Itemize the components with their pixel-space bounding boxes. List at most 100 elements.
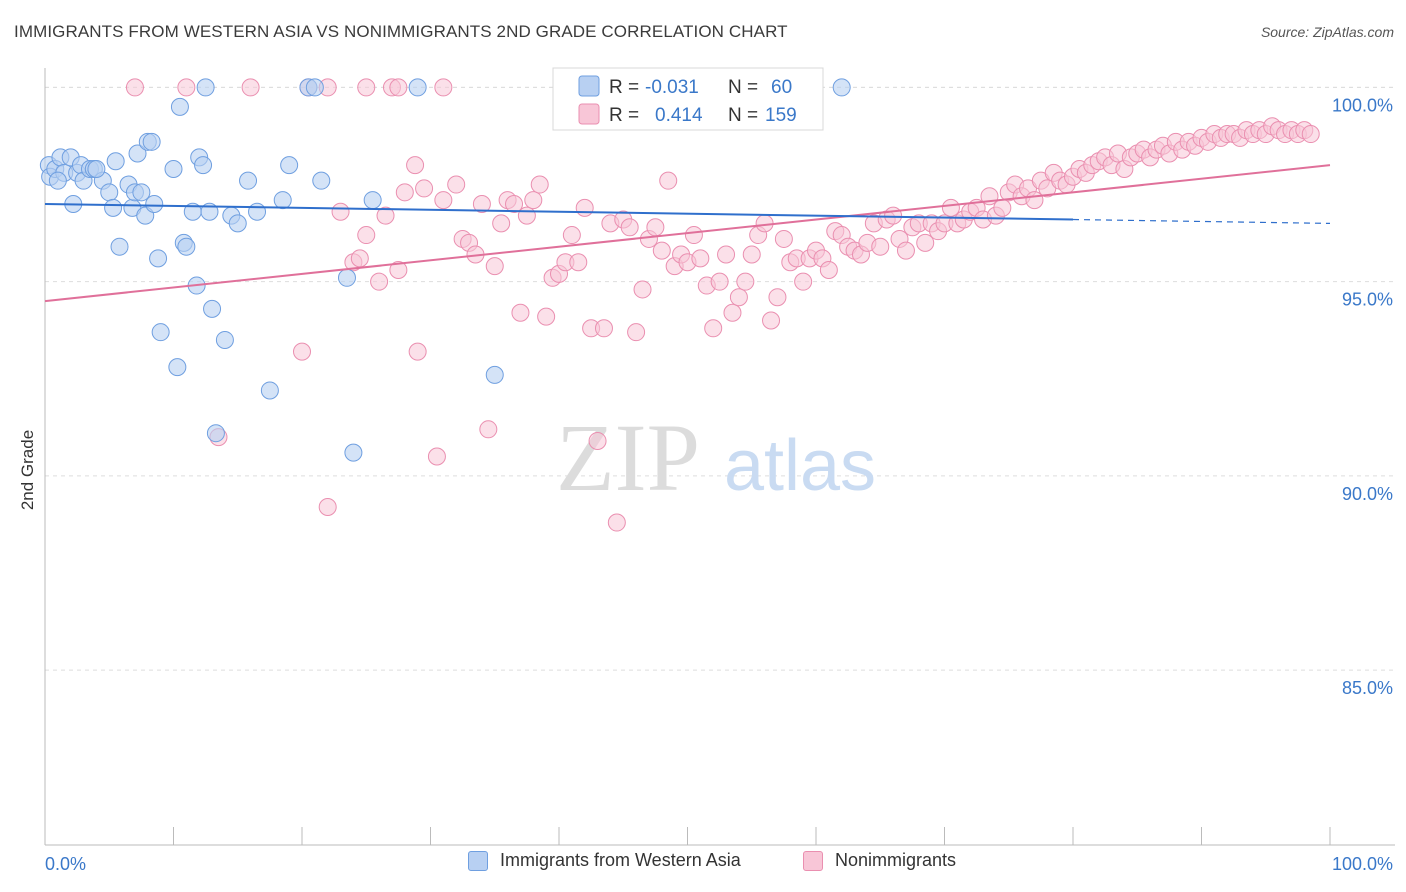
blue-n-value: 60 [771,77,792,98]
nonimmigrants-point [896,241,915,260]
nonimmigrants-point [588,431,607,450]
nonimmigrants-point [607,513,626,532]
nonimmigrants-point [569,253,588,272]
immigrants-point [203,299,222,318]
nonimmigrants-point [415,179,434,198]
immigrants-point [151,323,170,342]
nonimmigrants-point [633,280,652,299]
source-label: Source: ZipAtlas.com [1260,24,1394,40]
blue-swatch [578,75,600,97]
immigrants-point [104,198,123,217]
chart-title: IMMIGRANTS FROM WESTERN ASIA VS NONIMMIG… [14,22,788,41]
nonimmigrants-point [537,307,556,326]
nonimmigrants-point [479,420,498,439]
nonimmigrants-point [993,198,1012,217]
immigrants-point [100,183,119,202]
nonimmigrants-point [241,78,260,97]
nonimmigrants-point [659,171,678,190]
nonimmigrants-point [530,175,549,194]
immigrants-point [215,330,234,349]
immigrants-point [485,365,504,384]
nonimmigrants-point [389,78,408,97]
nonimmigrants-point [646,218,665,237]
immigrants-point [248,202,267,221]
nonimmigrants-point [524,191,543,210]
nonimmigrants-point [434,191,453,210]
blue-r-label: R = [609,77,639,98]
immigrants-point [280,156,299,175]
immigrants-point [194,156,213,175]
immigrants-point [408,78,427,97]
legend-item-nonimmigrants: Nonimmigrants [803,850,956,871]
nonimmigrants-point [627,323,646,342]
nonimmigrants-point [916,233,935,252]
immigrants-point [363,191,382,210]
nonimmigrants-point [794,272,813,291]
nonimmigrants-point [511,303,530,322]
immigrants-point [132,183,151,202]
immigrants-point [312,171,331,190]
immigrants-point [87,160,106,179]
nonimmigrants-point [768,288,787,307]
nonimmigrants-point [406,156,425,175]
immigrants-point [164,160,183,179]
pink-n-label: N = [728,105,758,126]
immigrants-point [106,152,125,171]
trend-lines [44,164,1331,303]
nonimmigrants-point [427,447,446,466]
nonimmigrants-point [684,226,703,245]
immigrants-point [206,424,225,443]
immigrants-point [110,237,129,256]
immigrants-point [228,214,247,233]
immigrants-point [239,171,258,190]
tick-labels: 85.0% 90.0% 95.0% 100.0% 0.0% 100.0% [45,95,1393,874]
nonimmigrants-point [177,78,196,97]
axes [44,68,1395,846]
immigrants-point [196,78,215,97]
stats-legend: R = -0.031 N = 60 R = 0.414 N = 159 [552,67,824,131]
nonimmigrants-point [871,237,890,256]
pink-swatch [578,103,600,125]
nonimmigrants-point [492,214,511,233]
immigrants-trend-extension [1072,218,1331,224]
nonimmigrants-point [434,78,453,97]
nonimmigrants-point [691,249,710,268]
immigrants-point [305,78,324,97]
pink-r-label: R = [609,105,639,126]
y-tick-label: 85.0% [1342,678,1393,698]
nonimmigrants-point [1301,125,1320,144]
nonimmigrants-trend-line [44,164,1331,303]
immigrants-point [142,132,161,151]
nonimmigrants-point [472,194,491,213]
series-legend: Immigrants from Western Asia Nonimmigran… [0,850,1406,880]
immigrants-point [344,443,363,462]
nonimmigrants-point [941,198,960,217]
nonimmigrants-point [562,226,581,245]
blue-n-label: N = [728,77,758,98]
nonimmigrants-point [736,272,755,291]
pink-r-value: 0.414 [655,105,703,126]
legend-label-immigrants: Immigrants from Western Asia [500,850,741,870]
nonimmigrants-point [710,272,729,291]
legend-swatch-immigrants [468,850,488,871]
watermark-zip: ZIP [556,404,700,511]
nonimmigrants-point [485,257,504,276]
x-tick-label: 100.0% [1332,854,1393,874]
nonimmigrants-points [125,78,1320,532]
nonimmigrants-point [575,198,594,217]
blue-r-value: -0.031 [645,77,699,98]
nonimmigrants-point [357,78,376,97]
legend-item-immigrants: Immigrants from Western Asia [468,850,741,871]
nonimmigrants-point [884,206,903,225]
legend-label-nonimmigrants: Nonimmigrants [835,850,957,870]
nonimmigrants-point [652,241,671,260]
immigrants-point [149,249,168,268]
immigrants-point [168,358,187,377]
nonimmigrants-point [318,498,337,517]
immigrants-point [337,268,356,287]
pink-n-value: 159 [765,105,797,126]
immigrants-point [48,171,67,190]
nonimmigrants-point [505,194,524,213]
watermark-atlas: atlas [724,426,876,506]
